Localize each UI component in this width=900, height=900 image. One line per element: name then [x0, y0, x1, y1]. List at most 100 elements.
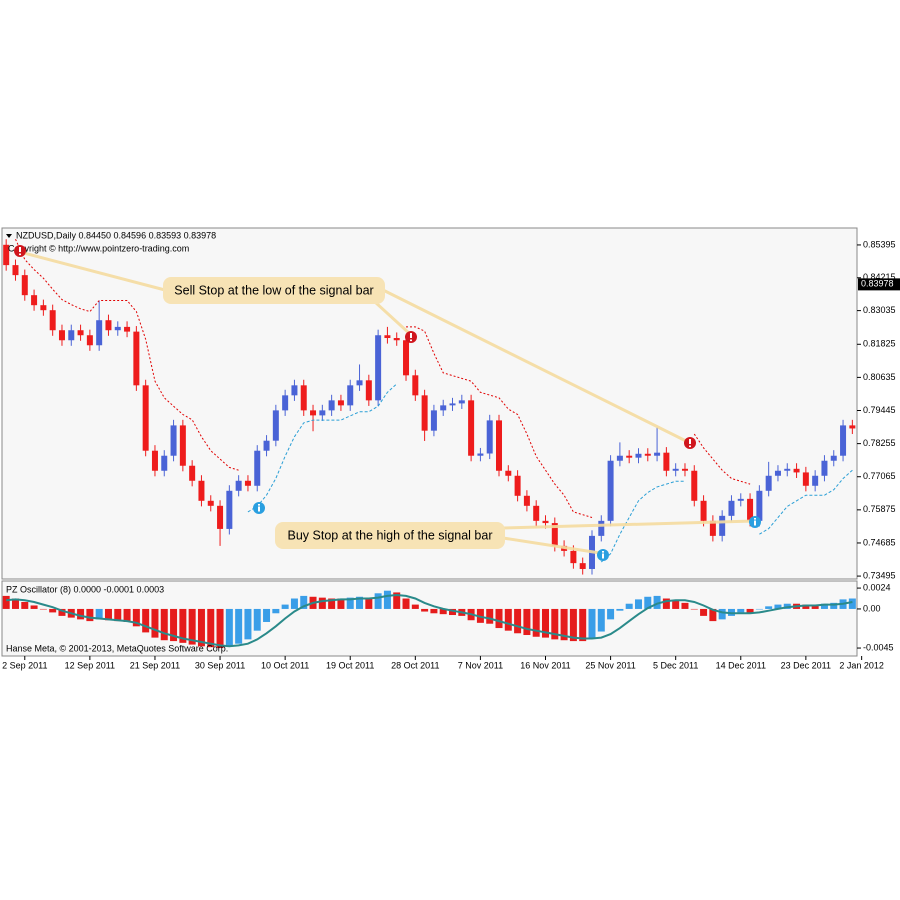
- oscillator-bar: [244, 608, 252, 640]
- oscillator-bar: [551, 608, 559, 640]
- callout-text: Buy Stop at the high of the signal bar: [288, 528, 493, 542]
- oscillator-bar: [318, 597, 326, 609]
- overlay: NZDUSD,Daily 0.84450 0.84596 0.83593 0.8…: [6, 230, 761, 653]
- oscillator-bar: [225, 608, 233, 647]
- oscillator-bar: [616, 608, 624, 611]
- oscillator-bar: [290, 598, 298, 609]
- oscillator-bar: [402, 598, 410, 609]
- candle-body: [663, 452, 670, 471]
- candle-body: [254, 450, 261, 486]
- oscillator-bar: [588, 608, 596, 638]
- oscillator-bar: [365, 597, 373, 609]
- oscillator-bar: [765, 606, 773, 609]
- candle-body: [533, 505, 540, 521]
- candle-body: [375, 335, 382, 401]
- oscillator-bar: [486, 608, 494, 624]
- candle-body: [784, 468, 791, 471]
- oscillator-bar: [383, 590, 391, 609]
- oscillator-bar: [746, 608, 754, 614]
- current-price-label: 0.83978: [861, 279, 894, 289]
- callout-line: [373, 300, 412, 336]
- x-tick-label: 10 Oct 2011: [261, 660, 309, 670]
- copyright: Copyright © http://www.pointzero-trading…: [8, 243, 189, 253]
- y-tick-label: 0.75875: [863, 504, 896, 514]
- oscillator-bar: [39, 608, 47, 610]
- candle-body: [21, 275, 28, 296]
- y-tick-label: 0.74685: [863, 537, 896, 547]
- oscillator-title: PZ Oscillator (8) 0.0000 -0.0001 0.0003: [6, 584, 164, 594]
- x-tick-label: 16 Nov 2011: [520, 660, 570, 670]
- oscillator-bar: [170, 608, 178, 642]
- x-tick-label: 28 Oct 2011: [391, 660, 439, 670]
- candle-body: [328, 400, 335, 411]
- oscillator-bar: [597, 608, 605, 632]
- y-tick-label: 0.85395: [863, 239, 896, 249]
- candle-body: [793, 468, 800, 473]
- oscillator-bar: [142, 608, 150, 633]
- candle-body: [235, 480, 242, 491]
- oscillator-bar: [356, 596, 364, 609]
- oscillator-bar: [30, 605, 38, 609]
- x-tick-label: 2 Sep 2011: [2, 660, 47, 670]
- oscillator-bar: [718, 608, 726, 620]
- oscillator-bar: [560, 608, 568, 641]
- sell-signal: [14, 245, 26, 257]
- oscillator-bar: [197, 608, 205, 647]
- stop-line: [600, 480, 685, 563]
- candle-body: [263, 440, 270, 451]
- candle-body: [226, 490, 233, 529]
- oscillator-bar: [216, 608, 224, 649]
- candle-body: [514, 475, 521, 496]
- candle-body: [440, 405, 447, 411]
- x-tick-label: 2 Jan 2012: [839, 660, 884, 670]
- stop-line: [15, 238, 239, 471]
- candle-body: [198, 480, 205, 501]
- candle-body: [644, 453, 651, 456]
- candle-body: [737, 498, 744, 501]
- oscillator-bar: [644, 596, 652, 609]
- candle-body: [505, 470, 512, 476]
- y-tick-label: 0.73495: [863, 570, 896, 580]
- oscillator-bar: [811, 604, 819, 609]
- oscillator-bar: [532, 608, 540, 637]
- candle-body: [635, 453, 642, 458]
- oscillator-bar: [104, 608, 112, 621]
- y-tick-label: 0.77065: [863, 471, 896, 481]
- oscillator-bar: [737, 608, 745, 613]
- oscillator-bar: [77, 608, 85, 620]
- oscillator-bar: [848, 598, 856, 609]
- oscillator-bar: [272, 608, 280, 614]
- candle-body: [161, 455, 168, 471]
- candle-body: [124, 326, 131, 332]
- candle-body: [151, 450, 158, 471]
- oscillator-bar: [188, 608, 196, 645]
- candle-body: [449, 403, 456, 406]
- y-tick-label: 0.84215: [863, 272, 896, 282]
- sell-signal: [684, 437, 696, 449]
- candle-body: [105, 320, 112, 331]
- oscillator-bar: [328, 598, 336, 609]
- x-tick-label: 19 Oct 2011: [326, 660, 374, 670]
- oscillator-bar: [123, 608, 131, 622]
- oscillator-bar: [569, 608, 577, 642]
- candle-body: [217, 505, 224, 529]
- callout-line: [19, 250, 166, 292]
- candle-body: [774, 470, 781, 476]
- candle-body: [430, 410, 437, 431]
- x-tick-label: 5 Dec 2011: [653, 660, 698, 670]
- candle-body: [719, 515, 726, 536]
- candle-body: [830, 455, 837, 461]
- oscillator-bar: [700, 608, 708, 616]
- x-tick-label: 12 Sep 2011: [65, 660, 115, 670]
- oscillator-bar: [337, 598, 345, 609]
- oscillator-bar: [253, 608, 261, 631]
- x-tick-label: 14 Dec 2011: [716, 660, 766, 670]
- oscillator-bar: [160, 608, 168, 641]
- y-tick-label: 0.81825: [863, 339, 896, 349]
- candle-body: [12, 265, 19, 276]
- oscillator-bar: [95, 608, 103, 620]
- oscillator-bar: [607, 608, 615, 620]
- oscillator-bar: [374, 593, 382, 609]
- candle-body: [49, 310, 56, 331]
